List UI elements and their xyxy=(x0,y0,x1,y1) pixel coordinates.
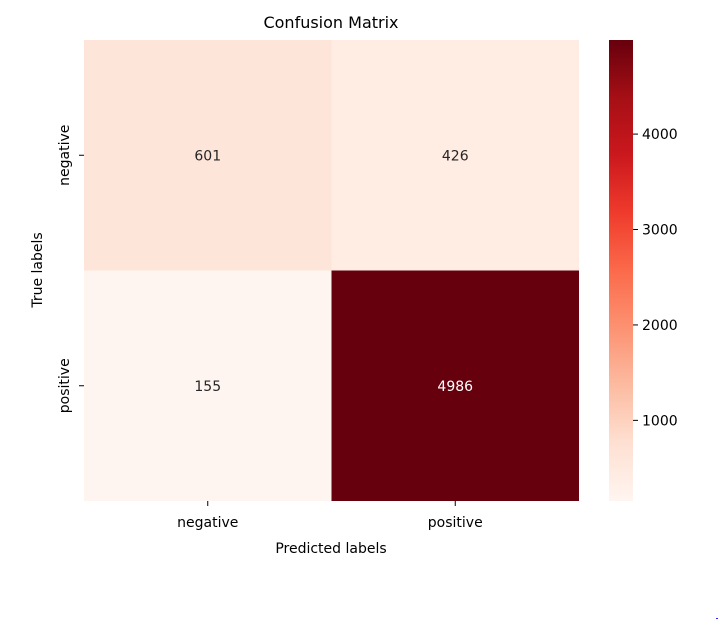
y-axis-ticks: negative positive xyxy=(57,125,84,413)
x-axis-label: Predicted labels xyxy=(275,541,386,557)
y-axis-label: True labels xyxy=(30,232,46,308)
cell-value-label: 155 xyxy=(194,379,221,395)
x-tick-label: negative xyxy=(177,515,238,531)
heatmap-cell-positive-negative xyxy=(84,270,332,501)
heatmap-cells xyxy=(84,40,579,501)
heatmap-cell-labels: 601 426 155 4986 xyxy=(194,148,473,395)
heatmap-cell-negative-negative xyxy=(84,40,332,271)
y-tick-label: negative xyxy=(57,125,73,186)
x-tick-label: positive xyxy=(428,515,483,531)
colorbar xyxy=(609,40,633,501)
heatmap-cell-negative-positive xyxy=(331,40,579,271)
cell-value-label: 426 xyxy=(442,148,469,164)
colorbar-tick-label: 3000 xyxy=(642,223,678,239)
colorbar-ticks: 1000 2000 3000 4000 xyxy=(633,127,678,429)
cell-value-label: 601 xyxy=(194,148,221,164)
corner-mark xyxy=(716,618,718,619)
colorbar-tick-label: 4000 xyxy=(642,127,678,143)
cell-value-label: 4986 xyxy=(437,379,473,395)
x-axis-ticks: negative positive xyxy=(177,501,483,531)
chart-title: Confusion Matrix xyxy=(263,13,398,32)
colorbar-tick-label: 2000 xyxy=(642,318,678,334)
colorbar-tick-label: 1000 xyxy=(642,413,678,429)
y-tick-label: positive xyxy=(57,358,73,413)
heatmap-cell-positive-positive xyxy=(331,270,579,501)
